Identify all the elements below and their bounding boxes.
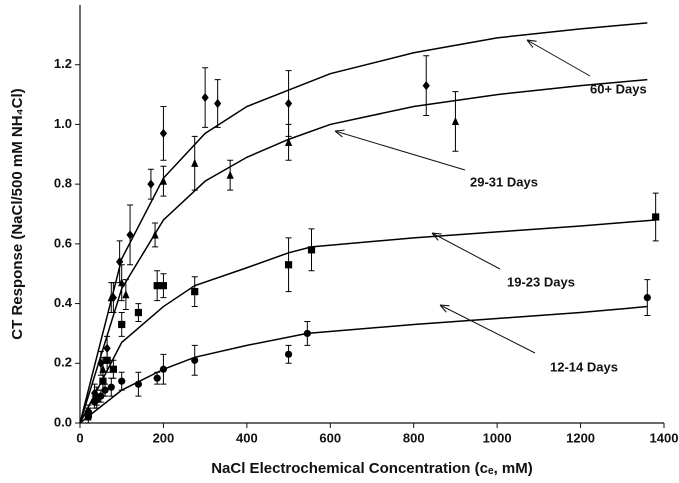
point xyxy=(97,392,105,400)
x-axis-title: NaCl Electrochemical Concentration (cₑ, … xyxy=(211,460,533,477)
x-tick-label: 400 xyxy=(236,430,258,445)
point xyxy=(307,246,316,254)
point xyxy=(122,290,130,299)
x-tick-label: 0 xyxy=(76,430,83,445)
point xyxy=(134,308,142,317)
y-tick-label: 1.2 xyxy=(54,56,72,71)
series-label: 12-14 Days xyxy=(550,359,618,374)
fit-line xyxy=(79,305,648,424)
point xyxy=(451,116,460,126)
point xyxy=(109,365,117,373)
point xyxy=(126,230,134,240)
x-tick-label: 200 xyxy=(153,430,175,445)
point xyxy=(201,92,209,103)
point xyxy=(84,413,92,421)
point xyxy=(101,386,109,394)
series-label: 29-31 Days xyxy=(470,174,538,189)
point xyxy=(159,176,168,185)
point xyxy=(191,158,199,167)
x-tick-label: 800 xyxy=(403,430,425,445)
point xyxy=(284,261,293,269)
point xyxy=(226,170,234,179)
point xyxy=(107,383,115,391)
point xyxy=(284,137,293,146)
annotation-arrow xyxy=(432,233,501,270)
point xyxy=(118,377,126,385)
y-tick-label: 0.6 xyxy=(54,235,72,250)
point xyxy=(159,128,168,138)
point xyxy=(118,278,126,287)
point xyxy=(191,356,199,364)
point xyxy=(652,213,660,221)
point xyxy=(214,98,222,109)
point xyxy=(147,179,155,189)
point xyxy=(643,294,651,302)
point xyxy=(159,282,168,290)
y-tick-label: 0.2 xyxy=(54,355,72,370)
point xyxy=(118,320,126,329)
y-tick-label: 1.0 xyxy=(54,116,72,131)
point xyxy=(422,81,430,91)
point xyxy=(99,364,107,373)
annotation-arrow xyxy=(527,40,591,77)
point xyxy=(109,293,117,303)
point xyxy=(159,365,168,373)
y-tick-label: 0.0 xyxy=(54,414,72,429)
point xyxy=(107,293,115,302)
point xyxy=(151,230,159,239)
point xyxy=(93,395,101,403)
x-tick-label: 1200 xyxy=(566,430,595,445)
point xyxy=(103,356,111,364)
annotation-arrow xyxy=(440,305,536,354)
y-axis-title: CT Response (NaCl/500 mM NH₄Cl) xyxy=(9,88,26,339)
point xyxy=(153,282,161,290)
series-label: 19-23 Days xyxy=(507,274,575,289)
point xyxy=(134,380,142,388)
point xyxy=(191,288,199,296)
y-tick-label: 0.4 xyxy=(54,295,73,310)
x-tick-label: 1400 xyxy=(650,430,679,445)
point xyxy=(303,329,311,338)
point xyxy=(99,377,107,385)
point xyxy=(153,374,161,382)
point xyxy=(284,98,293,109)
point xyxy=(91,388,99,398)
series-label: 60+ Days xyxy=(590,81,647,96)
point xyxy=(116,257,124,267)
fit-line xyxy=(79,219,656,424)
annotation-arrow xyxy=(335,131,466,171)
point xyxy=(284,350,293,358)
x-tick-label: 600 xyxy=(319,430,341,445)
y-tick-label: 0.8 xyxy=(54,176,72,191)
point xyxy=(91,398,99,406)
x-tick-label: 1000 xyxy=(483,430,512,445)
